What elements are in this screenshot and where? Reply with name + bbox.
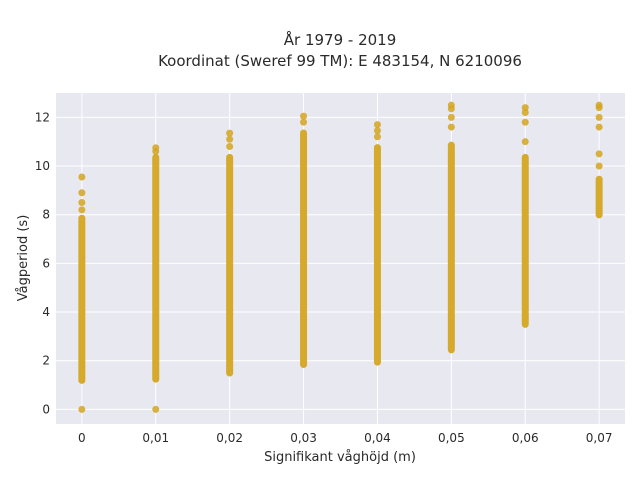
data-point [373,127,381,135]
data-point [521,104,529,112]
data-point [521,108,529,116]
y-tick-label: 0 [42,402,50,416]
y-tick-label: 4 [42,305,50,319]
dense-marker-run [300,129,308,369]
data-point [595,113,603,121]
data-point [226,129,234,137]
data-point [447,101,455,109]
x-axis-title: Signifikant våghöjd (m) [264,450,416,465]
chart-title-line-1: År 1979 - 2019 [284,30,397,49]
data-point [78,405,86,413]
y-axis-ticks: 0 2 4 6 8 10 12 [35,110,50,416]
plot-area [56,93,625,424]
y-tick-label: 2 [42,354,50,368]
data-point [152,405,160,413]
data-point [521,138,529,146]
x-tick-label: 0,01 [142,431,169,445]
x-tick-label: 0 [78,431,86,445]
y-tick-label: 6 [42,256,50,270]
data-point [78,173,86,181]
data-point [226,143,234,151]
data-point [595,150,603,158]
data-point [595,101,603,109]
data-point [78,206,86,214]
data-point [300,112,308,120]
dense-marker-run [78,214,86,384]
x-tick-label: 0,04 [364,431,391,445]
data-points [78,101,603,413]
data-point [373,121,381,129]
data-point [226,135,234,143]
x-tick-label: 0,07 [586,431,613,445]
data-point [447,123,455,131]
x-axis-ticks: 0 0,01 0,02 0,03 0,04 0,05 0,06 0,07 [78,431,612,445]
x-tick-label: 0,06 [512,431,539,445]
dense-marker-run [373,144,381,366]
dense-marker-run [226,153,234,377]
y-gridlines [56,116,625,410]
dense-marker-run [595,175,603,219]
data-point [595,123,603,131]
data-point [152,144,160,152]
y-tick-label: 10 [35,159,50,173]
x-tick-label: 0,05 [438,431,465,445]
dense-marker-run [152,153,160,383]
data-point [595,162,603,170]
chart-title-line-2: Koordinat (Sweref 99 TM): E 483154, N 62… [158,52,522,70]
data-point [78,199,86,207]
y-axis-title: Vågperiod (s) [16,215,31,302]
data-point [373,133,381,141]
data-point [78,189,86,197]
y-tick-label: 8 [42,208,50,222]
data-point [447,113,455,121]
data-point [521,118,529,126]
dense-marker-run [521,153,529,328]
x-tick-label: 0,02 [216,431,243,445]
data-point [300,118,308,126]
dense-marker-run [447,141,455,354]
y-tick-label: 12 [35,110,50,124]
x-tick-label: 0,03 [290,431,317,445]
